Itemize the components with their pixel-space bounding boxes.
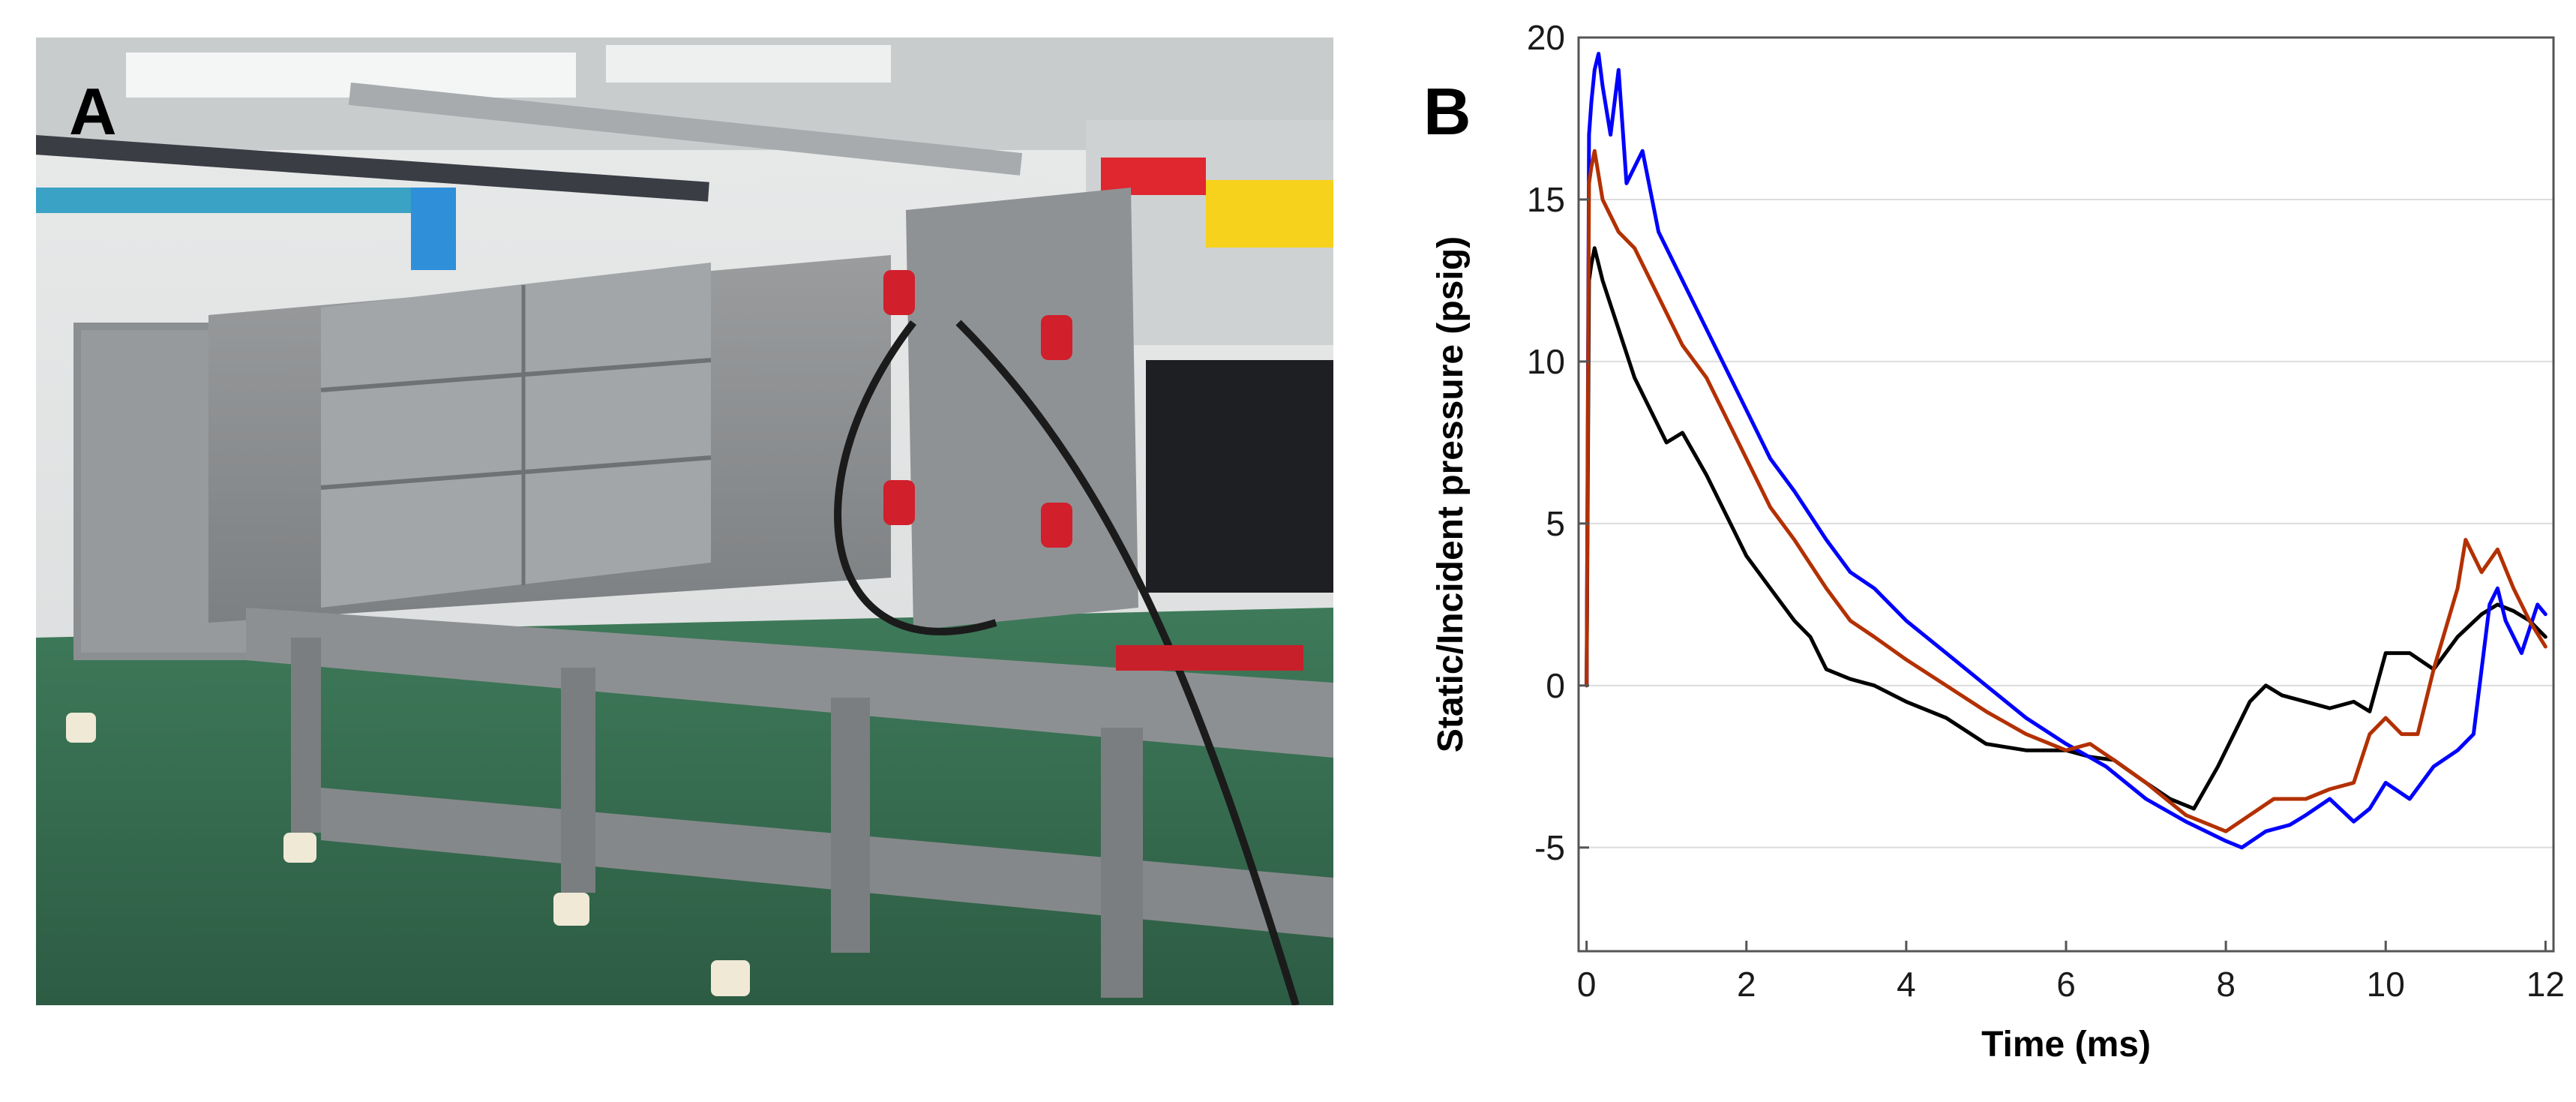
y-tick-label: 5 <box>1546 504 1565 543</box>
x-tick-label: 10 <box>2367 965 2405 1004</box>
x-tick-label: 8 <box>2216 965 2236 1004</box>
series-line-2 <box>1585 52 2548 850</box>
series-line-3 <box>1585 149 2548 833</box>
series-layer <box>1585 52 2548 850</box>
plot-frame <box>1577 36 2555 953</box>
x-tick-label: 0 <box>1577 965 1597 1004</box>
y-tick-label: 15 <box>1527 180 1565 219</box>
pressure-chart: -5 0 5 10 15 20 0 2 4 6 8 10 12 Time (ms) Static/Inc… <box>1431 18 2565 1064</box>
y-tick-label: 10 <box>1527 342 1565 381</box>
x-axis-title: Time (ms) <box>1981 1025 2151 1064</box>
x-tick-label: 12 <box>2527 965 2565 1004</box>
panel-label-a: A <box>69 74 117 149</box>
y-axis-title: Static/Incident pressure (psig) <box>1431 236 1471 752</box>
y-tick-label: -5 <box>1534 828 1565 867</box>
y-tick-label: 0 <box>1546 666 1565 705</box>
x-tick-label: 6 <box>2056 965 2076 1004</box>
x-tick-label: 4 <box>1897 965 1916 1004</box>
apparatus-photo <box>36 38 1333 1005</box>
tick-layer: -5 0 5 10 15 20 0 2 4 6 8 10 12 <box>1527 18 2565 1004</box>
panel-label-b: B <box>1423 74 1471 149</box>
grid-layer <box>1579 37 2554 848</box>
x-tick-label: 2 <box>1737 965 1756 1004</box>
series-line-1 <box>1585 246 2548 811</box>
y-tick-label: 20 <box>1527 18 1565 57</box>
